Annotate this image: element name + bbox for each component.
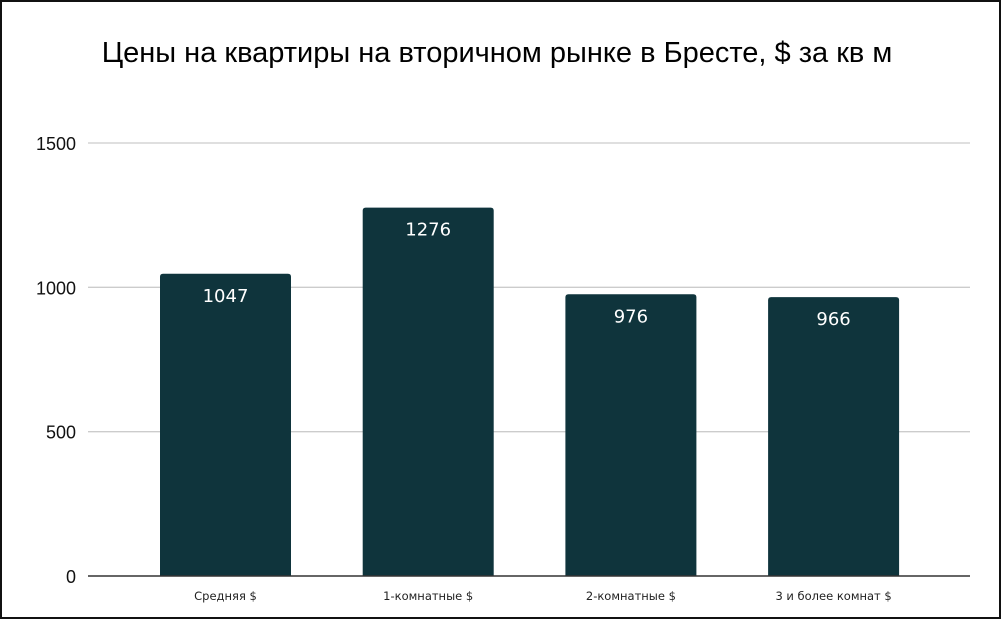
x-tick-label: 1-комнатные $: [383, 589, 473, 603]
x-tick-label: 3 и более комнат $: [775, 589, 891, 603]
y-tick-label: 500: [46, 423, 76, 443]
bar: [565, 294, 697, 576]
bar: [768, 297, 900, 576]
chart-title: Цены на квартиры на вторичном рынке в Бр…: [102, 37, 893, 69]
data-label: 966: [816, 309, 850, 330]
bar: [160, 273, 291, 576]
y-tick-label: 1500: [36, 134, 76, 154]
data-label: 1047: [203, 286, 249, 307]
y-tick-label: 1000: [36, 278, 76, 298]
data-label: 976: [614, 306, 648, 327]
y-tick-label: 0: [66, 567, 76, 587]
x-tick-label: Средняя $: [194, 589, 257, 603]
data-label: 1276: [405, 220, 451, 241]
bar: [362, 207, 494, 577]
x-tick-label: 2-комнатные $: [586, 589, 676, 603]
